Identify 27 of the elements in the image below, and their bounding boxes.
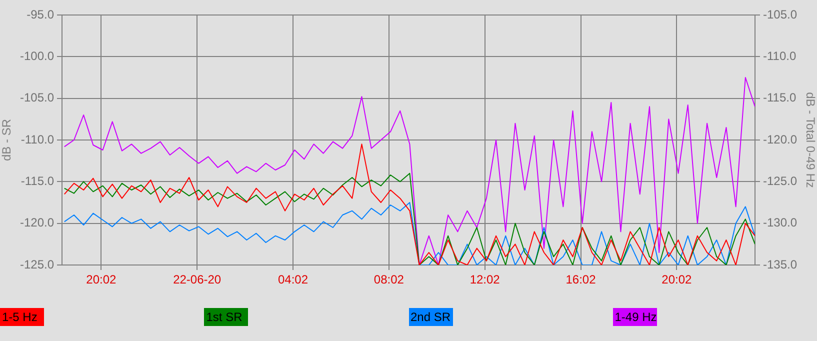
x-tick-label: 20:02 xyxy=(662,272,692,287)
y2-tick-label: -115.0 xyxy=(763,90,796,105)
text: 1-49 Hz xyxy=(612,308,657,326)
y-tick-label: -115.0 xyxy=(20,174,54,188)
y-tick-label: -110.0 xyxy=(20,132,54,146)
x-tick-label: 12:02 xyxy=(470,272,500,287)
text: 1-5 Hz xyxy=(0,308,44,326)
y-tick-label: -105.0 xyxy=(20,90,54,105)
y-tick-label: -125.0 xyxy=(20,257,54,272)
x-tick-label: 16:02 xyxy=(566,272,596,287)
y2-tick-label: -110.0 xyxy=(763,48,796,63)
y2-tick-label: -105.0 xyxy=(763,7,798,22)
y2-tick-label: -135.0 xyxy=(763,257,798,272)
text: 1st SR xyxy=(204,308,248,326)
x-tick-label: 08:02 xyxy=(374,272,404,287)
y2-tick-label: -130.0 xyxy=(763,216,798,230)
text: 2nd SR xyxy=(408,308,452,326)
x-tick-label: 22-06-20 xyxy=(173,272,222,287)
y2-tick-label: -125.0 xyxy=(763,174,798,188)
x-tick-label: 04:02 xyxy=(278,272,308,287)
y2-axis-title: dB - Total 0-49 Hz xyxy=(803,92,817,188)
y-axis-title: dB - SR xyxy=(0,118,14,162)
x-tick-label: 20:02 xyxy=(86,272,117,287)
y-tick-label: -120.0 xyxy=(20,216,54,230)
y-tick-label: -100.0 xyxy=(20,48,54,63)
y-tick-label: -95.0 xyxy=(26,7,54,22)
y2-tick-label: -120.0 xyxy=(763,132,798,146)
